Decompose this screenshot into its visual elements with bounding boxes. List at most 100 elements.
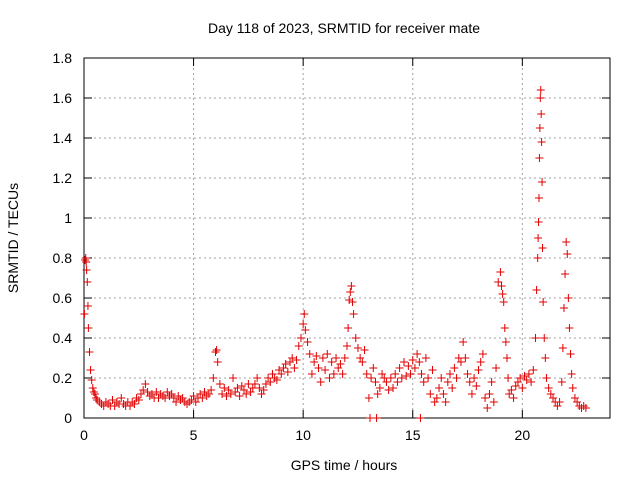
data-point	[557, 378, 566, 386]
data-point	[87, 376, 96, 384]
data-point	[485, 390, 494, 398]
data-point	[356, 354, 365, 362]
data-point	[220, 384, 229, 392]
data-point	[435, 384, 444, 392]
data-point	[511, 382, 520, 390]
data-point	[538, 178, 547, 186]
data-point	[242, 390, 251, 398]
data-point	[492, 364, 501, 372]
data-point	[139, 386, 148, 394]
data-point	[110, 402, 119, 410]
data-point	[446, 370, 455, 378]
data-point	[303, 338, 312, 346]
data-point	[362, 370, 371, 378]
data-point	[198, 394, 207, 402]
data-point	[535, 124, 544, 132]
data-point	[452, 374, 461, 382]
data-point	[257, 390, 266, 398]
data-point	[327, 358, 336, 366]
data-point	[218, 390, 227, 398]
data-point	[312, 352, 321, 360]
y-tick-label: 1.2	[53, 170, 73, 186]
data-point	[318, 354, 327, 362]
data-point	[373, 390, 382, 398]
data-point	[275, 366, 284, 374]
grid-layer	[84, 58, 610, 418]
data-point	[564, 294, 573, 302]
data-point	[426, 390, 435, 398]
data-point	[369, 364, 378, 372]
data-point	[169, 394, 178, 402]
data-point	[500, 324, 509, 332]
data-point	[489, 398, 498, 406]
marker-layer	[80, 86, 590, 422]
data-point	[408, 356, 417, 364]
data-point	[536, 86, 545, 94]
data-point	[570, 394, 579, 402]
data-point	[532, 286, 541, 294]
y-tick-label: 0	[64, 410, 72, 426]
data-point	[539, 298, 548, 306]
data-point	[167, 390, 176, 398]
data-point	[351, 334, 360, 342]
data-point	[336, 360, 345, 368]
data-point	[83, 302, 92, 310]
data-point	[147, 390, 156, 398]
data-point	[229, 374, 238, 382]
data-point	[428, 366, 437, 374]
data-point	[419, 378, 428, 386]
data-point	[156, 390, 165, 398]
data-point	[174, 392, 183, 400]
data-point	[406, 370, 415, 378]
data-point	[92, 394, 101, 402]
data-point	[507, 386, 516, 394]
data-point	[161, 394, 170, 402]
data-point	[531, 334, 540, 342]
data-point	[534, 218, 543, 226]
data-point	[389, 384, 398, 392]
data-point	[86, 366, 95, 374]
data-point	[417, 370, 426, 378]
data-point	[222, 392, 231, 400]
data-point	[375, 384, 384, 392]
data-point	[437, 374, 446, 382]
data-point	[364, 394, 373, 402]
data-point	[246, 388, 255, 396]
data-point	[299, 320, 308, 328]
y-tick-label: 1.4	[53, 130, 73, 146]
data-point	[474, 366, 483, 374]
data-point	[441, 398, 450, 406]
data-point	[472, 382, 481, 390]
data-point	[338, 370, 347, 378]
data-point	[81, 256, 90, 264]
data-point	[253, 374, 262, 382]
data-point	[305, 350, 314, 358]
data-point	[211, 348, 220, 356]
data-point	[266, 378, 275, 386]
data-point	[579, 402, 588, 410]
data-point	[395, 364, 404, 372]
data-point	[130, 400, 139, 408]
data-point	[535, 154, 544, 162]
data-point	[321, 366, 330, 374]
data-point	[307, 370, 316, 378]
data-point	[421, 354, 430, 362]
data-point	[378, 370, 387, 378]
data-point	[516, 374, 525, 382]
data-point	[565, 324, 574, 332]
data-point	[534, 234, 543, 242]
data-point	[191, 398, 200, 406]
data-point	[233, 384, 242, 392]
data-point	[497, 282, 506, 290]
data-point	[272, 376, 281, 384]
data-point	[553, 402, 562, 410]
data-point	[399, 358, 408, 366]
data-point	[84, 324, 93, 332]
x-axis-label: GPS time / hours	[291, 457, 398, 473]
data-point	[430, 398, 439, 406]
data-point	[443, 378, 452, 386]
y-tick-label: 0.6	[53, 290, 73, 306]
data-point	[424, 374, 433, 382]
data-point	[88, 384, 97, 392]
data-point	[334, 364, 343, 372]
